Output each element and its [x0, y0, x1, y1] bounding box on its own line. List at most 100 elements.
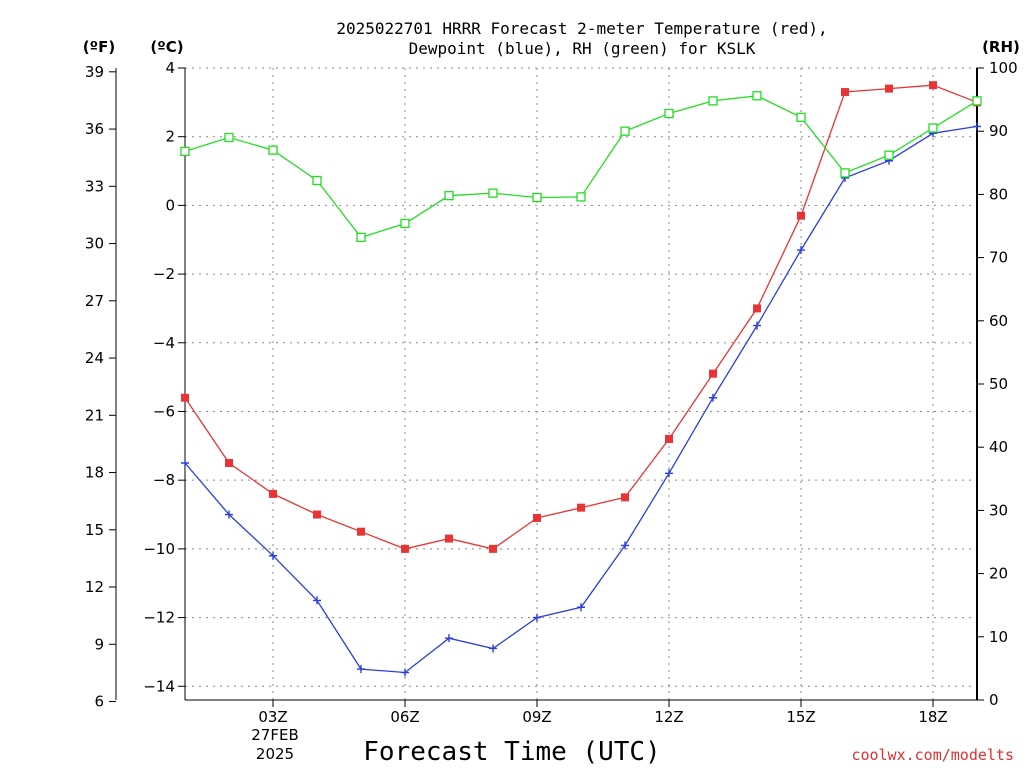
- rh-tick-label: 10: [989, 628, 1008, 646]
- chart-title-line-1: 2025022701 HRRR Forecast 2-meter Tempera…: [336, 19, 827, 38]
- data-series: [180, 81, 982, 677]
- rh-tick-label: 20: [989, 565, 1008, 583]
- rh-point: [444, 191, 454, 201]
- celsius-tick-label: −8: [153, 471, 175, 489]
- dewpoint-point: [357, 665, 365, 674]
- rh-tick-label: 80: [989, 185, 1008, 203]
- x-tick-label: 12Z: [654, 708, 683, 726]
- rh-point: [268, 145, 278, 155]
- x-tick-label: 03Z: [258, 708, 287, 726]
- grid: [185, 67, 977, 700]
- rh-point: [356, 232, 366, 243]
- dewpoint-point: [621, 541, 629, 550]
- celsius-tick-label: 2: [165, 128, 175, 146]
- dewpoint-point: [445, 634, 453, 643]
- celsius-tick-label: −2: [153, 265, 175, 283]
- temperature-point: [929, 81, 937, 90]
- dewpoint-point: [181, 459, 189, 467]
- dewpoint-point: [401, 668, 409, 677]
- rh-point: [620, 126, 630, 136]
- temperature-line: [184, 84, 978, 550]
- dewpoint-line: [184, 125, 978, 674]
- rh-tick-label: 40: [989, 438, 1008, 456]
- axes: 3936333027242118151296420−2−4−6−8−10−12−…: [85, 59, 1018, 726]
- temperature-point: [225, 459, 233, 467]
- fahrenheit-tick-label: 18: [85, 464, 104, 482]
- temperature-point: [489, 544, 497, 553]
- temperature-point: [269, 489, 277, 498]
- temperature-point: [709, 369, 717, 378]
- x-tick-label: 09Z: [522, 708, 551, 726]
- rh-tick-label: 50: [989, 375, 1008, 393]
- celsius-tick-label: −6: [153, 402, 175, 420]
- temperature-point: [797, 211, 805, 220]
- rh-tick-label: 90: [989, 122, 1008, 140]
- temperature-point: [401, 544, 409, 553]
- credit-label: coolwx.com/modelts: [851, 746, 1014, 764]
- dewpoint-point: [973, 122, 981, 131]
- rh-point: [796, 112, 806, 122]
- rh-tick-label: 60: [989, 312, 1008, 330]
- fahrenheit-tick-label: 24: [85, 349, 104, 367]
- temperature-point: [885, 84, 893, 93]
- fahrenheit-tick-label: 36: [85, 120, 104, 138]
- dewpoint-point: [313, 596, 321, 605]
- temperature-point: [533, 513, 541, 522]
- rh-point: [532, 192, 542, 203]
- celsius-tick-label: 0: [165, 196, 175, 214]
- rh-unit-label: (RH): [982, 38, 1020, 56]
- fahrenheit-tick-label: 27: [85, 292, 104, 310]
- rh-point: [840, 168, 850, 178]
- temperature-point: [445, 534, 453, 543]
- dewpoint-point: [577, 603, 585, 612]
- rh-point: [884, 150, 894, 160]
- rh-point: [708, 96, 718, 106]
- celsius-tick-label: 4: [165, 59, 175, 77]
- rh-point: [224, 132, 234, 143]
- temperature-point: [841, 88, 849, 97]
- fahrenheit-tick-label: 12: [85, 578, 104, 596]
- rh-tick-label: 30: [989, 501, 1008, 519]
- x-axis-label: Forecast Time (UTC): [363, 737, 660, 767]
- rh-point: [576, 192, 586, 202]
- celsius-unit-label: (ºC): [150, 38, 183, 56]
- fahrenheit-tick-label: 9: [94, 635, 104, 653]
- temperature-point: [577, 503, 585, 512]
- temperature-point: [181, 393, 189, 402]
- dewpoint-point: [797, 246, 805, 255]
- dewpoint-point: [269, 551, 277, 560]
- temperature-point: [621, 493, 629, 502]
- celsius-tick-label: −12: [143, 609, 175, 627]
- rh-tick-label: 100: [989, 59, 1018, 77]
- fahrenheit-tick-label: 39: [85, 63, 104, 81]
- rh-point: [180, 146, 190, 157]
- fahrenheit-tick-label: 6: [94, 693, 104, 711]
- dewpoint-point: [225, 510, 233, 519]
- temperature-point: [313, 510, 321, 519]
- rh-point: [664, 108, 674, 119]
- fahrenheit-tick-label: 21: [85, 406, 104, 424]
- fahrenheit-tick-label: 30: [85, 235, 104, 253]
- dewpoint-point: [709, 393, 717, 402]
- celsius-tick-label: −10: [143, 540, 175, 558]
- x-tick-label: 18Z: [918, 708, 947, 726]
- x-tick-label: 15Z: [786, 708, 815, 726]
- rh-point: [312, 175, 322, 186]
- rh-point: [928, 123, 938, 133]
- celsius-tick-label: −14: [143, 677, 175, 695]
- rh-tick-label: 70: [989, 249, 1008, 267]
- fahrenheit-unit-label: (ºF): [83, 38, 115, 56]
- chart-title-line-2: Dewpoint (blue), RH (green) for KSLK: [409, 39, 756, 58]
- temperature-point: [753, 304, 761, 313]
- temperature-point: [665, 434, 673, 443]
- dewpoint-point: [753, 321, 761, 330]
- temperature-point: [357, 527, 365, 536]
- x-tick-label: 06Z: [390, 708, 419, 726]
- date-label-day: 27FEB: [251, 726, 298, 744]
- fahrenheit-tick-label: 33: [85, 177, 104, 195]
- rh-line: [184, 95, 978, 239]
- rh-point: [972, 96, 982, 106]
- celsius-tick-label: −4: [153, 334, 175, 352]
- rh-point: [400, 218, 410, 229]
- date-label-year: 2025: [256, 745, 294, 763]
